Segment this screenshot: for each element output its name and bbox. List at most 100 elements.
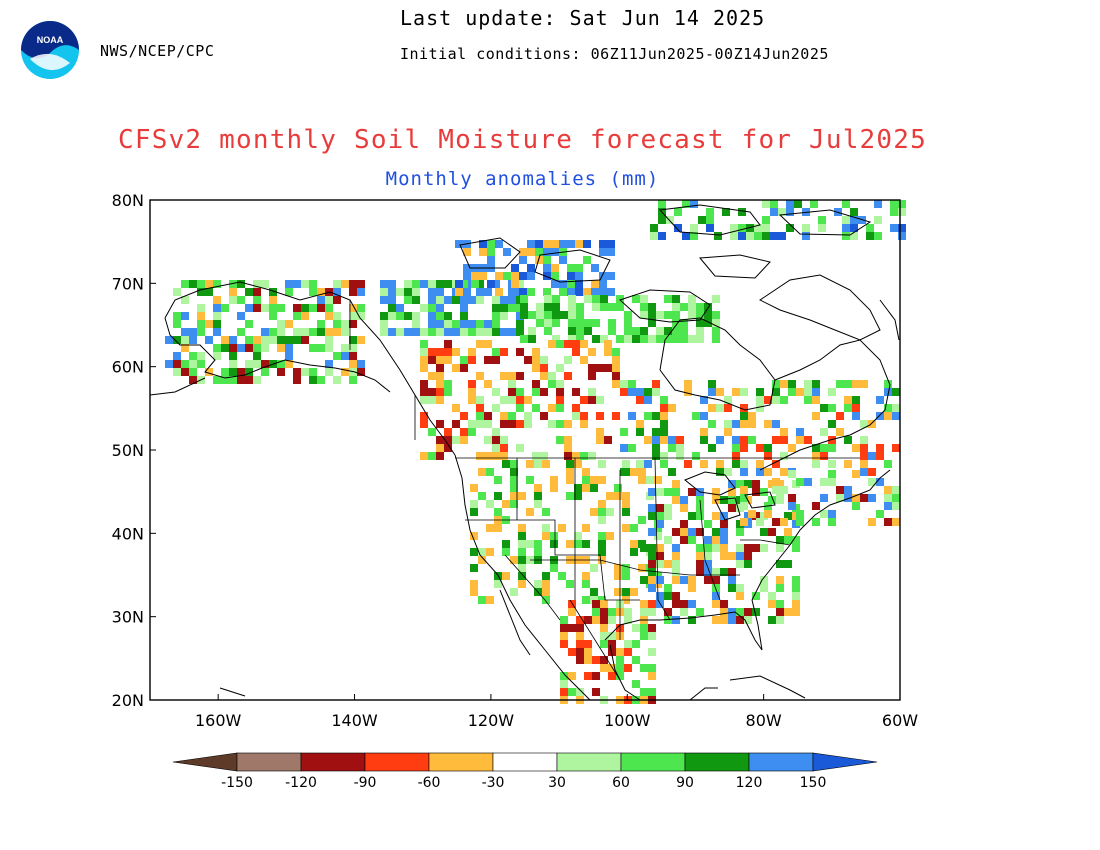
anomaly-cell [524,356,532,364]
anomaly-cell [804,478,812,486]
anomaly-cell [564,420,572,428]
anomaly-cell [301,336,309,344]
longitude-labels: 160W 140W 120W 100W 80W 60W [195,694,918,730]
anomaly-cell [612,364,620,372]
anomaly-cell [428,396,436,404]
political-borders [349,300,860,681]
anomaly-cell [341,320,349,328]
anomaly-cell [333,296,341,304]
anomaly-cell [672,528,680,536]
anomaly-cell [776,616,784,624]
anomaly-cell [503,248,511,256]
anomaly-cell [744,616,752,624]
anomaly-cell [684,460,692,468]
anomaly-cell [357,336,365,344]
anomaly-cell [704,568,712,576]
anomaly-cell [748,420,756,428]
anomaly-cell [792,600,800,608]
anomaly-cell [436,444,444,452]
anomaly-cell [552,303,560,311]
anomaly-cell [688,536,696,544]
anomaly-cell [812,460,820,468]
anomaly-cell [732,388,740,396]
anomaly-cell [301,304,309,312]
anomaly-cell [772,486,780,494]
anomaly-cell [640,335,648,343]
anomaly-cell [396,312,404,320]
anomaly-cell [349,376,357,384]
anomaly-cell [760,528,768,536]
anomaly-cell [688,576,696,584]
anomaly-cell [285,352,293,360]
lat-label: 80N [112,191,144,210]
anomaly-cell [736,608,744,616]
anomaly-cell [752,544,760,552]
anomaly-cell [652,380,660,388]
anomaly-cell [420,280,428,288]
anomaly-cell [860,452,868,460]
anomaly-cell [720,512,728,520]
anomaly-cell [580,356,588,364]
anomaly-cell [584,319,592,327]
anomaly-cell [460,356,468,364]
anomaly-cell [772,420,780,428]
anomaly-cell [736,560,744,568]
anomaly-cell [740,420,748,428]
anomaly-cell [746,232,754,240]
anomaly-cell [810,200,818,208]
anomaly-cell [253,376,261,384]
anomaly-cell [428,388,436,396]
anomaly-cell [756,460,764,468]
agency-label: NWS/NCEP/CPC [100,42,215,60]
anomaly-cell [664,488,672,496]
anomaly-cell [756,396,764,404]
anomaly-cell [492,296,500,304]
anomaly-cell [614,564,622,572]
anomaly-cell [181,296,189,304]
anomaly-cell [468,396,476,404]
anomaly-cell [720,536,728,544]
anomaly-cell [796,478,804,486]
anomaly-cell [792,608,800,616]
anomaly-cell [852,444,860,452]
anomaly-cell [788,494,796,502]
anomaly-cell [600,624,608,632]
anomaly-cell [560,624,568,632]
anomaly-cell [568,608,576,616]
anomaly-cell [792,544,800,552]
anomaly-cell [608,616,616,624]
anomaly-cell [510,476,518,484]
anomaly-cell [349,360,357,368]
anomaly-cell [213,312,221,320]
anomaly-cell [492,356,500,364]
anomaly-cell [688,584,696,592]
anomaly-cell [772,518,780,526]
anomaly-cell [444,348,452,356]
anomaly-cell [892,412,900,420]
anomaly-cell [600,295,608,303]
anomaly-cell [566,492,574,500]
anomaly-cell [622,588,630,596]
anomaly-cell [576,303,584,311]
anomaly-cell [754,232,762,240]
anomaly-cell [528,311,536,319]
anomaly-cell [572,404,580,412]
anomaly-cell [564,340,572,348]
anomaly-cell [519,248,527,256]
anomaly-cell [584,656,592,664]
anomaly-cell [476,420,484,428]
anomaly-cell [688,335,696,343]
anomaly-cell [588,364,596,372]
anomaly-cells [165,200,906,704]
anomaly-cell [648,584,656,592]
anomaly-cell [892,444,900,452]
anomaly-cell [582,540,590,548]
anomaly-cell [598,476,606,484]
anomaly-cell [584,672,592,680]
anomaly-cell [778,232,786,240]
noaa-logo: NOAA [20,19,80,81]
anomaly-cell [540,412,548,420]
anomaly-cell [494,492,502,500]
anomaly-cell [606,532,614,540]
anomaly-cell [624,335,632,343]
